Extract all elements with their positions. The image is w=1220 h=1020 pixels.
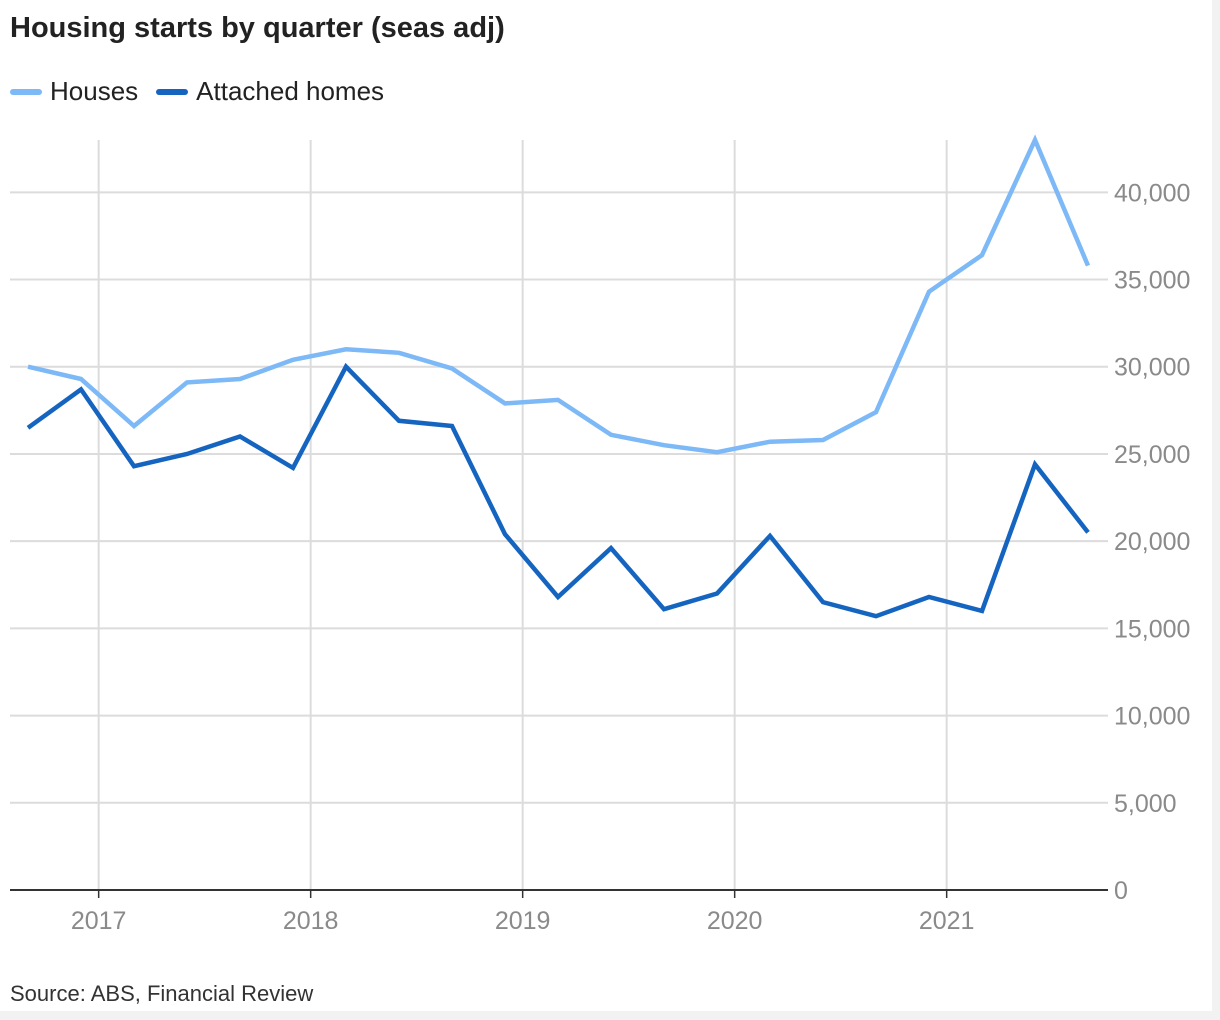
y-tick-label-0: 0 [1114,877,1128,905]
x-tick-label-2021: 2021 [919,907,975,935]
x-tick-label-2017: 2017 [71,907,127,935]
y-tick-label-15000: 15,000 [1114,615,1190,643]
y-tick-label-40000: 40,000 [1114,179,1190,207]
legend-swatch-houses [10,88,42,95]
legend-label-attached-homes: Attached homes [196,76,385,106]
source-note: Source: ABS, Financial Review [10,981,314,1006]
legend-swatch-attached-homes [156,88,189,95]
y-tick-label-25000: 25,000 [1114,441,1190,469]
y-tick-label-10000: 10,000 [1114,703,1190,731]
legend-item-attached-homes: Attached homes [156,76,384,107]
x-tick-label-2019: 2019 [495,907,551,935]
y-tick-label-20000: 20,000 [1114,528,1190,556]
chart-title: Housing starts by quarter (seas adj) [10,12,505,44]
chart-legend: Houses Attached homes [10,76,384,107]
y-tick-label-35000: 35,000 [1114,267,1190,295]
y-tick-label-5000: 5,000 [1114,790,1177,818]
x-tick-label-2020: 2020 [707,907,763,935]
x-tick-label-2018: 2018 [283,907,339,935]
legend-item-houses: Houses [10,76,138,107]
legend-label-houses: Houses [50,76,139,106]
series-line-attached-homes [26,362,1090,619]
series-line-houses [27,134,1091,455]
y-tick-label-30000: 30,000 [1114,354,1190,382]
